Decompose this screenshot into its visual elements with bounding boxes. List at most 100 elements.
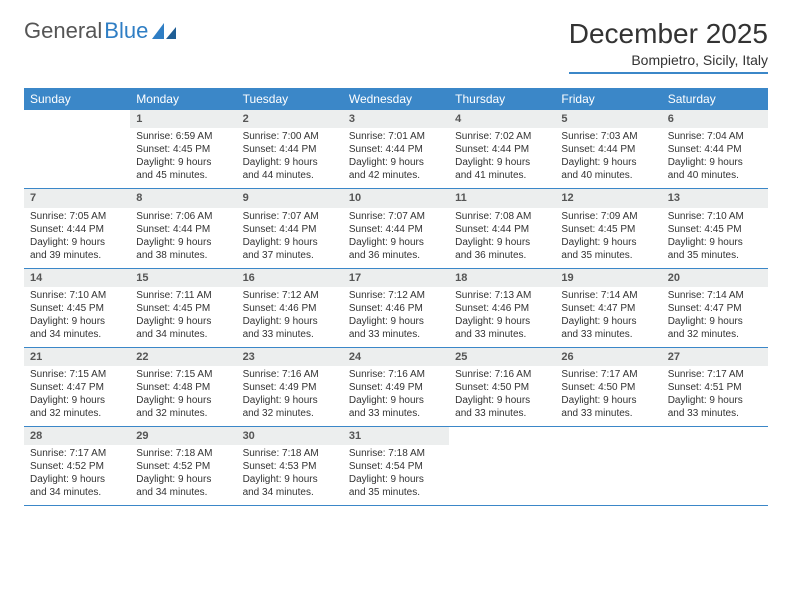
logo-text-1: General xyxy=(24,18,102,44)
daylight-line: Daylight: 9 hours and 40 minutes. xyxy=(561,156,655,182)
sunrise-line: Sunrise: 7:13 AM xyxy=(455,289,549,302)
day-info: Sunrise: 7:17 AMSunset: 4:51 PMDaylight:… xyxy=(662,366,768,426)
sunrise-line: Sunrise: 7:18 AM xyxy=(243,447,337,460)
sunset-line: Sunset: 4:44 PM xyxy=(668,143,762,156)
sunrise-line: Sunrise: 7:12 AM xyxy=(243,289,337,302)
month-title: December 2025 xyxy=(569,18,768,50)
daylight-line: Daylight: 9 hours and 37 minutes. xyxy=(243,236,337,262)
sunrise-line: Sunrise: 7:14 AM xyxy=(668,289,762,302)
day-number: 25 xyxy=(449,348,555,366)
calendar: SundayMondayTuesdayWednesdayThursdayFrid… xyxy=(24,88,768,506)
sunrise-line: Sunrise: 7:05 AM xyxy=(30,210,124,223)
daylight-line: Daylight: 9 hours and 45 minutes. xyxy=(136,156,230,182)
day-info: Sunrise: 7:15 AMSunset: 4:48 PMDaylight:… xyxy=(130,366,236,426)
calendar-week: 14Sunrise: 7:10 AMSunset: 4:45 PMDayligh… xyxy=(24,269,768,348)
calendar-cell: 10Sunrise: 7:07 AMSunset: 4:44 PMDayligh… xyxy=(343,189,449,267)
weekday-header: SundayMondayTuesdayWednesdayThursdayFrid… xyxy=(24,88,768,110)
day-number: 23 xyxy=(237,348,343,366)
calendar-cell: 7Sunrise: 7:05 AMSunset: 4:44 PMDaylight… xyxy=(24,189,130,267)
calendar-week: 28Sunrise: 7:17 AMSunset: 4:52 PMDayligh… xyxy=(24,427,768,506)
sunrise-line: Sunrise: 7:07 AM xyxy=(243,210,337,223)
day-number: 30 xyxy=(237,427,343,445)
calendar-cell: 4Sunrise: 7:02 AMSunset: 4:44 PMDaylight… xyxy=(449,110,555,188)
day-number: 28 xyxy=(24,427,130,445)
daylight-line: Daylight: 9 hours and 34 minutes. xyxy=(136,473,230,499)
sunset-line: Sunset: 4:44 PM xyxy=(349,223,443,236)
day-info: Sunrise: 7:02 AMSunset: 4:44 PMDaylight:… xyxy=(449,128,555,188)
sunset-line: Sunset: 4:46 PM xyxy=(243,302,337,315)
sunrise-line: Sunrise: 7:15 AM xyxy=(30,368,124,381)
calendar-cell: 11Sunrise: 7:08 AMSunset: 4:44 PMDayligh… xyxy=(449,189,555,267)
calendar-cell: 2Sunrise: 7:00 AMSunset: 4:44 PMDaylight… xyxy=(237,110,343,188)
calendar-cell: 5Sunrise: 7:03 AMSunset: 4:44 PMDaylight… xyxy=(555,110,661,188)
sunset-line: Sunset: 4:52 PM xyxy=(30,460,124,473)
sunrise-line: Sunrise: 7:07 AM xyxy=(349,210,443,223)
calendar-cell: 31Sunrise: 7:18 AMSunset: 4:54 PMDayligh… xyxy=(343,427,449,505)
sunset-line: Sunset: 4:53 PM xyxy=(243,460,337,473)
day-number: 20 xyxy=(662,269,768,287)
daylight-line: Daylight: 9 hours and 33 minutes. xyxy=(349,394,443,420)
day-number: 10 xyxy=(343,189,449,207)
calendar-cell: 1Sunrise: 6:59 AMSunset: 4:45 PMDaylight… xyxy=(130,110,236,188)
daylight-line: Daylight: 9 hours and 39 minutes. xyxy=(30,236,124,262)
calendar-week: 21Sunrise: 7:15 AMSunset: 4:47 PMDayligh… xyxy=(24,348,768,427)
day-number: 13 xyxy=(662,189,768,207)
day-info: Sunrise: 7:12 AMSunset: 4:46 PMDaylight:… xyxy=(237,287,343,347)
sunset-line: Sunset: 4:47 PM xyxy=(30,381,124,394)
weekday-name: Wednesday xyxy=(343,88,449,110)
day-info: Sunrise: 7:07 AMSunset: 4:44 PMDaylight:… xyxy=(343,208,449,268)
logo-text-2: Blue xyxy=(104,18,148,44)
calendar-cell: 25Sunrise: 7:16 AMSunset: 4:50 PMDayligh… xyxy=(449,348,555,426)
sunset-line: Sunset: 4:46 PM xyxy=(349,302,443,315)
day-number: 18 xyxy=(449,269,555,287)
sunset-line: Sunset: 4:44 PM xyxy=(30,223,124,236)
calendar-cell: 6Sunrise: 7:04 AMSunset: 4:44 PMDaylight… xyxy=(662,110,768,188)
header: GeneralBlue December 2025 Bompietro, Sic… xyxy=(24,18,768,74)
sunset-line: Sunset: 4:45 PM xyxy=(136,143,230,156)
sunset-line: Sunset: 4:54 PM xyxy=(349,460,443,473)
calendar-cell: 9Sunrise: 7:07 AMSunset: 4:44 PMDaylight… xyxy=(237,189,343,267)
day-info: Sunrise: 7:09 AMSunset: 4:45 PMDaylight:… xyxy=(555,208,661,268)
sunset-line: Sunset: 4:50 PM xyxy=(455,381,549,394)
calendar-cell: 29Sunrise: 7:18 AMSunset: 4:52 PMDayligh… xyxy=(130,427,236,505)
calendar-cell: 23Sunrise: 7:16 AMSunset: 4:49 PMDayligh… xyxy=(237,348,343,426)
daylight-line: Daylight: 9 hours and 35 minutes. xyxy=(561,236,655,262)
day-info: Sunrise: 7:01 AMSunset: 4:44 PMDaylight:… xyxy=(343,128,449,188)
sunrise-line: Sunrise: 7:01 AM xyxy=(349,130,443,143)
sunset-line: Sunset: 4:44 PM xyxy=(243,143,337,156)
day-number: 16 xyxy=(237,269,343,287)
weekday-name: Monday xyxy=(130,88,236,110)
sunset-line: Sunset: 4:51 PM xyxy=(668,381,762,394)
day-info: Sunrise: 7:18 AMSunset: 4:53 PMDaylight:… xyxy=(237,445,343,505)
day-number: 17 xyxy=(343,269,449,287)
day-info: Sunrise: 7:08 AMSunset: 4:44 PMDaylight:… xyxy=(449,208,555,268)
daylight-line: Daylight: 9 hours and 36 minutes. xyxy=(349,236,443,262)
day-number: 26 xyxy=(555,348,661,366)
sunset-line: Sunset: 4:46 PM xyxy=(455,302,549,315)
calendar-cell: 13Sunrise: 7:10 AMSunset: 4:45 PMDayligh… xyxy=(662,189,768,267)
daylight-line: Daylight: 9 hours and 32 minutes. xyxy=(668,315,762,341)
calendar-cell: 8Sunrise: 7:06 AMSunset: 4:44 PMDaylight… xyxy=(130,189,236,267)
sunrise-line: Sunrise: 7:16 AM xyxy=(349,368,443,381)
calendar-cell: 28Sunrise: 7:17 AMSunset: 4:52 PMDayligh… xyxy=(24,427,130,505)
daylight-line: Daylight: 9 hours and 42 minutes. xyxy=(349,156,443,182)
day-info: Sunrise: 7:10 AMSunset: 4:45 PMDaylight:… xyxy=(662,208,768,268)
logo-sail-icon xyxy=(152,21,178,41)
sunset-line: Sunset: 4:45 PM xyxy=(668,223,762,236)
sunrise-line: Sunrise: 7:00 AM xyxy=(243,130,337,143)
day-info: Sunrise: 7:14 AMSunset: 4:47 PMDaylight:… xyxy=(555,287,661,347)
sunrise-line: Sunrise: 7:16 AM xyxy=(455,368,549,381)
sunrise-line: Sunrise: 7:03 AM xyxy=(561,130,655,143)
sunset-line: Sunset: 4:45 PM xyxy=(561,223,655,236)
sunset-line: Sunset: 4:44 PM xyxy=(561,143,655,156)
daylight-line: Daylight: 9 hours and 44 minutes. xyxy=(243,156,337,182)
calendar-cell: 15Sunrise: 7:11 AMSunset: 4:45 PMDayligh… xyxy=(130,269,236,347)
day-number: 19 xyxy=(555,269,661,287)
daylight-line: Daylight: 9 hours and 33 minutes. xyxy=(243,315,337,341)
calendar-cell: 27Sunrise: 7:17 AMSunset: 4:51 PMDayligh… xyxy=(662,348,768,426)
calendar-cell: 17Sunrise: 7:12 AMSunset: 4:46 PMDayligh… xyxy=(343,269,449,347)
day-number: 9 xyxy=(237,189,343,207)
calendar-week: .1Sunrise: 6:59 AMSunset: 4:45 PMDayligh… xyxy=(24,110,768,189)
day-info: Sunrise: 7:16 AMSunset: 4:50 PMDaylight:… xyxy=(449,366,555,426)
weekday-name: Sunday xyxy=(24,88,130,110)
